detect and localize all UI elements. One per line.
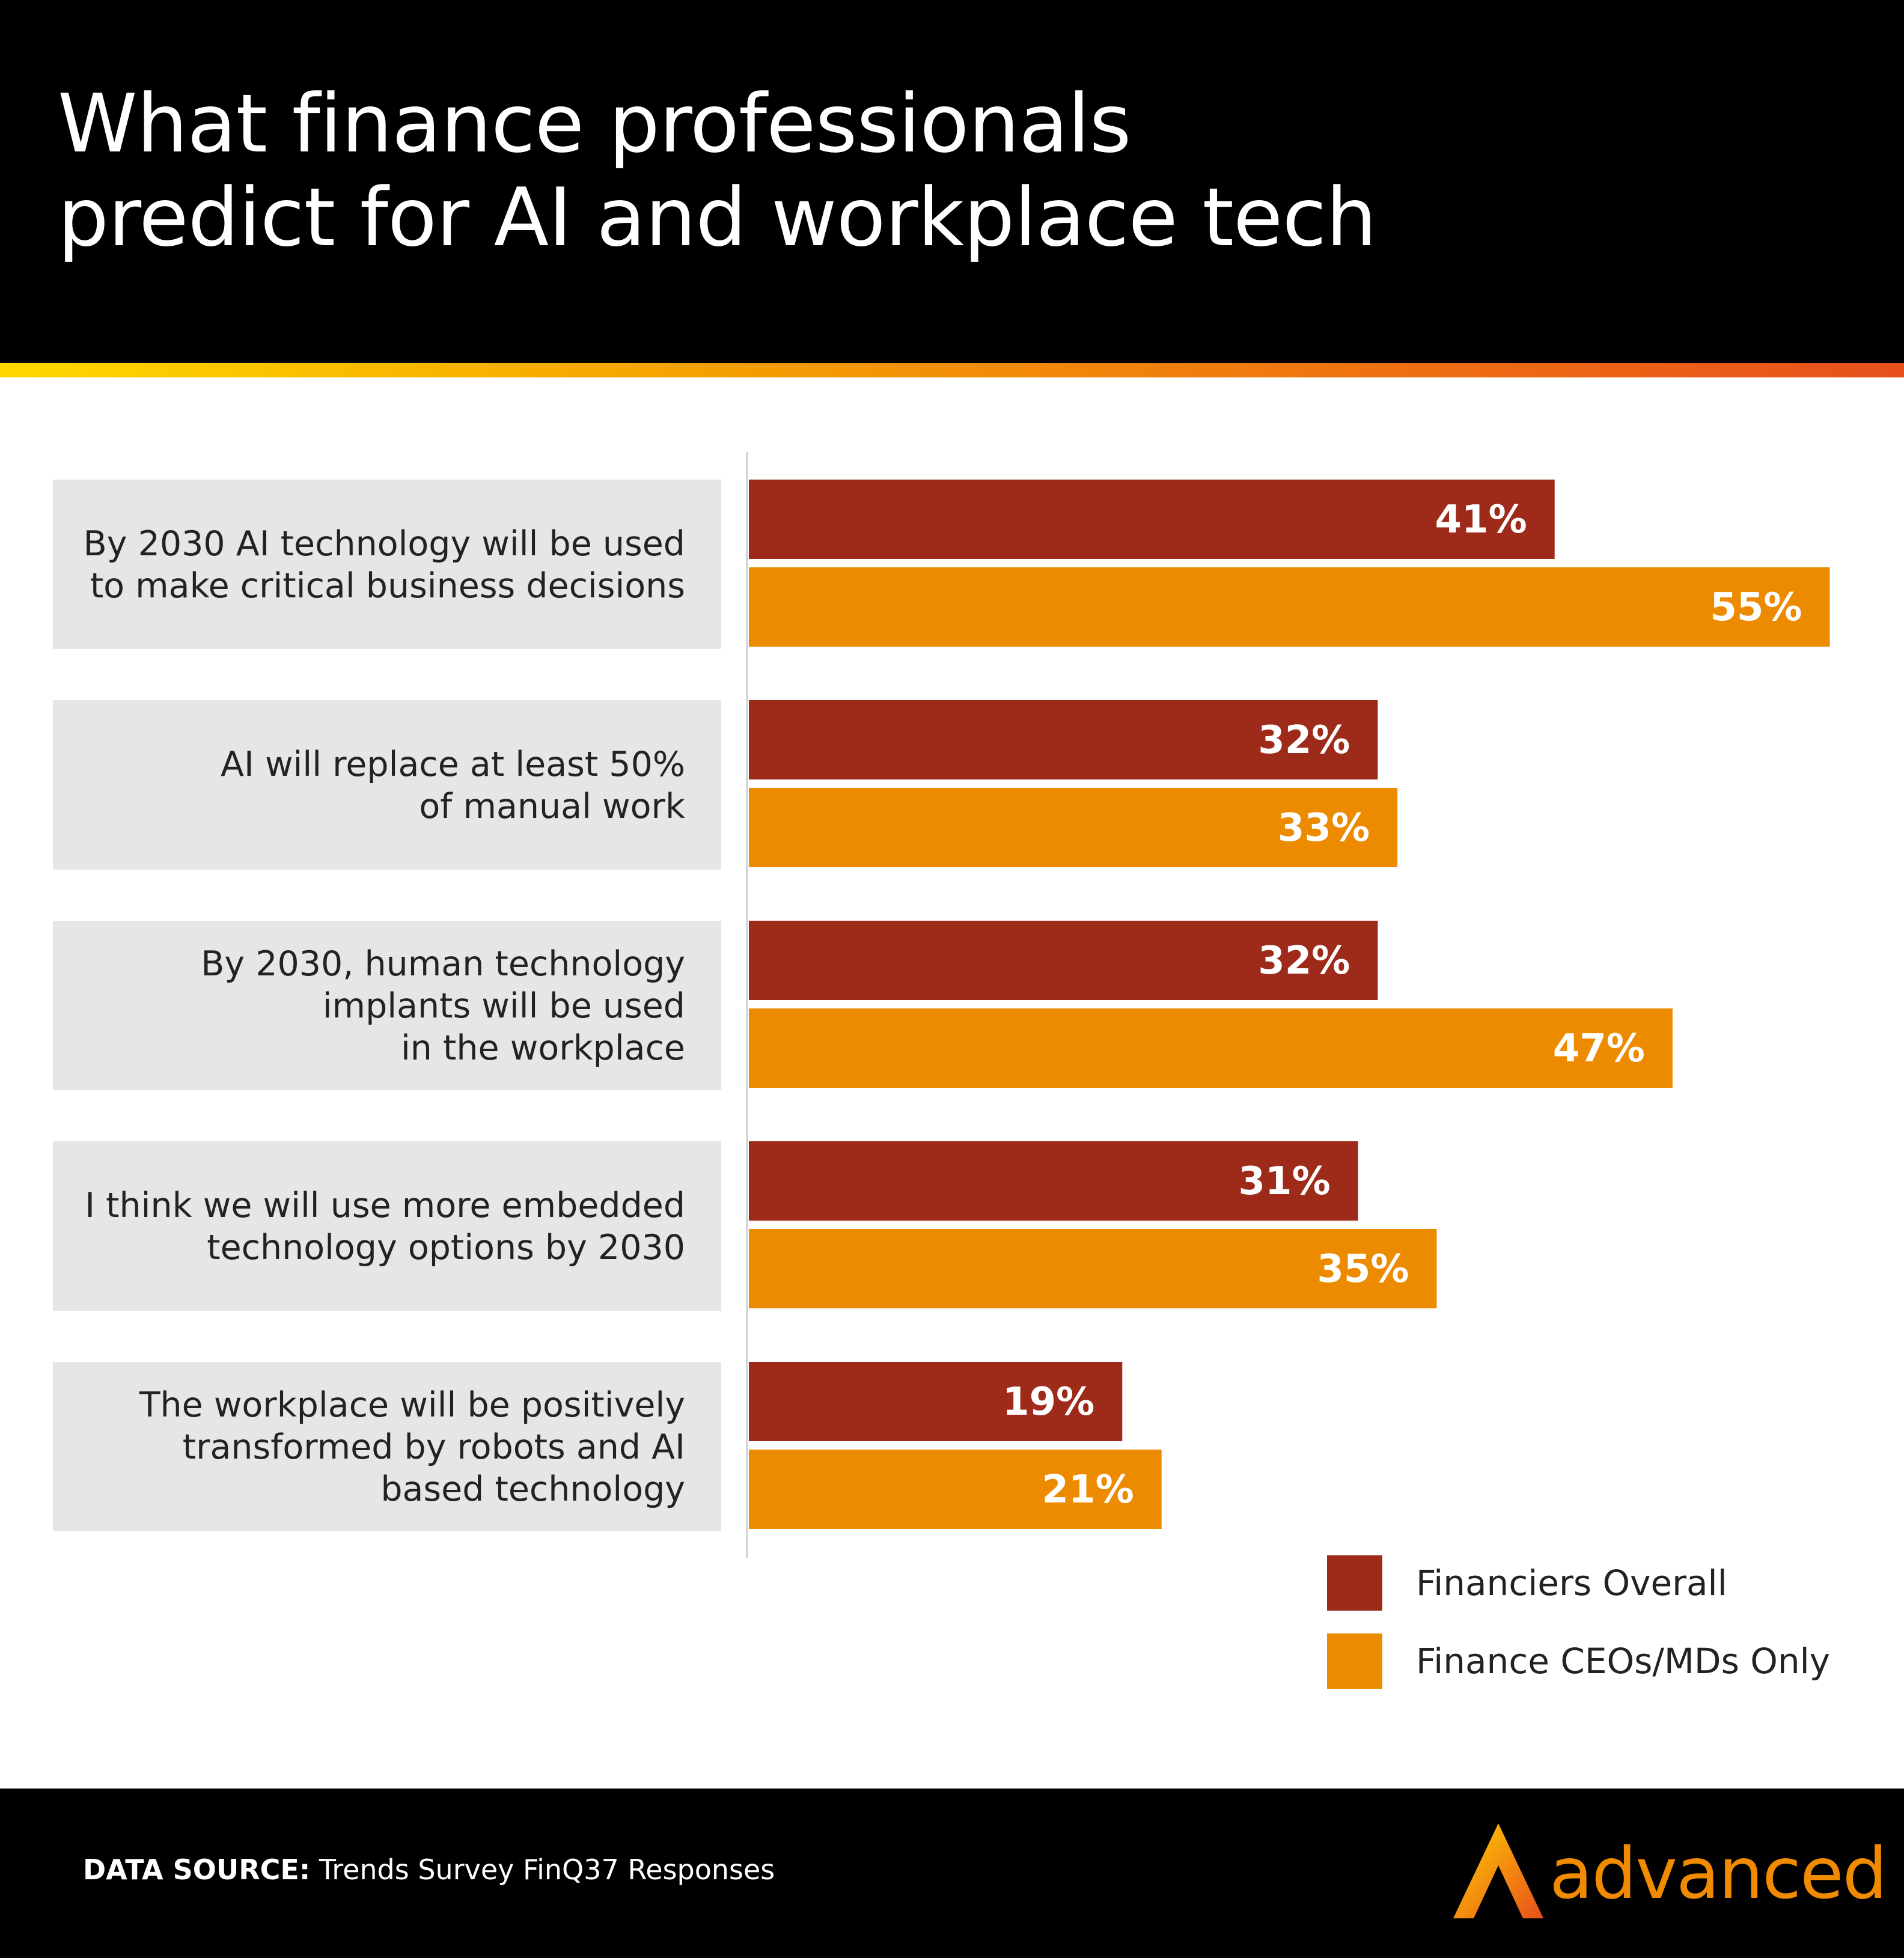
bar-value-label: 32% <box>1258 718 1350 763</box>
bar-value-label: 33% <box>1278 806 1370 850</box>
bar-finance-ceos-mds <box>749 1450 1162 1529</box>
bar-financiers-overall <box>749 1141 1358 1221</box>
category-label-box <box>53 480 721 649</box>
category-label: The workplace will be positively <box>139 1385 685 1425</box>
legend-swatch-ceo <box>1327 1633 1382 1689</box>
category-label: transformed by robots and AI <box>183 1427 685 1467</box>
logo-text: advanced <box>1549 1832 1888 1915</box>
category-label: based technology <box>380 1469 685 1509</box>
bar-finance-ceos-mds <box>749 567 1830 647</box>
category-label: By 2030 AI technology will be used <box>84 524 685 564</box>
bar-finance-ceos-mds <box>749 1008 1673 1088</box>
bar-financiers-overall <box>749 921 1378 1000</box>
bar-value-label: 55% <box>1710 585 1802 630</box>
category-label-box <box>53 921 721 1090</box>
category-label: of manual work <box>419 787 685 826</box>
bar-value-label: 41% <box>1435 498 1527 542</box>
legend-swatch-overall <box>1327 1555 1382 1611</box>
legend-label-overall: Financiers Overall <box>1416 1563 1727 1603</box>
category-label: technology options by 2030 <box>207 1228 685 1267</box>
bar-value-label: 19% <box>1002 1380 1094 1424</box>
bar-financiers-overall <box>749 480 1555 559</box>
data-source-text: Trends Survey FinQ37 Responses <box>310 1853 775 1886</box>
category-label-box <box>53 1141 721 1311</box>
bar-finance-ceos-mds <box>749 788 1398 867</box>
category-label: implants will be used <box>323 986 685 1026</box>
bar-financiers-overall <box>749 1362 1123 1441</box>
bar-value-label: 21% <box>1042 1468 1134 1512</box>
title-line-1: What finance professionals <box>58 77 1132 171</box>
legend-label-ceo: Finance CEOs/MDs Only <box>1416 1641 1831 1682</box>
category-label: in the workplace <box>401 1028 685 1068</box>
header-banner: What finance professionals predict for A… <box>0 0 1904 368</box>
category-label-box <box>53 700 721 870</box>
accent-gradient-bar <box>0 363 1904 377</box>
category-label: I think we will use more embedded <box>85 1186 685 1225</box>
data-source: DATA SOURCE: Trends Survey FinQ37 Respon… <box>83 1853 775 1886</box>
footer-banner: DATA SOURCE: Trends Survey FinQ37 Respon… <box>0 1789 1904 1958</box>
page-title: What finance professionals predict for A… <box>58 77 1377 264</box>
category-label: AI will replace at least 50% <box>221 745 685 784</box>
bar-financiers-overall <box>749 700 1378 779</box>
data-source-label: DATA SOURCE: <box>83 1853 311 1886</box>
category-label-box <box>53 1362 721 1531</box>
bar-finance-ceos-mds <box>749 1229 1437 1308</box>
bar-value-label: 47% <box>1553 1026 1645 1071</box>
title-line-2: predict for AI and workplace tech <box>58 171 1377 264</box>
category-label: to make critical business decisions <box>90 566 685 606</box>
category-label: By 2030, human technology <box>201 944 685 984</box>
bar-value-label: 32% <box>1258 939 1350 983</box>
bar-value-label: 35% <box>1317 1247 1409 1292</box>
bar-value-label: 31% <box>1239 1159 1331 1204</box>
logo-mark-icon <box>1453 1823 1543 1918</box>
